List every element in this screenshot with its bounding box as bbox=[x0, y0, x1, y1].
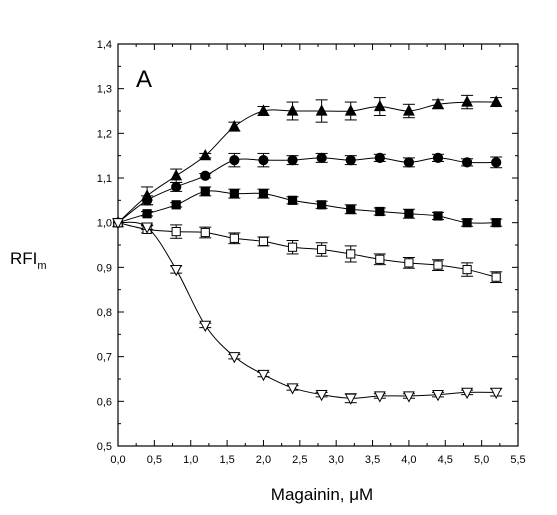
x-tick-label: 0,0 bbox=[110, 454, 125, 466]
data-point bbox=[199, 148, 212, 161]
data-point bbox=[229, 233, 239, 243]
data-point bbox=[315, 104, 328, 116]
data-point bbox=[287, 195, 298, 205]
data-point bbox=[432, 390, 444, 402]
data-point bbox=[229, 189, 239, 199]
data-point bbox=[432, 152, 444, 163]
data-point bbox=[200, 170, 211, 181]
data-point bbox=[491, 272, 501, 282]
x-axis: 0,0 0,5 1,0 1,5 2,0 2,5 3,0 3,5 4,0 4,5 5,0 5,5 bbox=[110, 44, 526, 466]
data-point bbox=[373, 99, 386, 112]
y-axis: 0,5 0,6 0,7 0,8 0,9 1,0 1,1 1,2 1,3 1,4 bbox=[97, 39, 518, 453]
data-point bbox=[258, 155, 269, 166]
data-point bbox=[344, 104, 357, 116]
x-tick-label: 5,0 bbox=[474, 454, 489, 466]
data-point bbox=[286, 104, 299, 116]
x-tick-label: 4,5 bbox=[438, 454, 453, 466]
data-point bbox=[490, 387, 503, 400]
y-tick-label: 1,1 bbox=[97, 173, 112, 185]
data-point bbox=[433, 260, 443, 270]
data-point bbox=[229, 155, 240, 166]
data-point bbox=[402, 391, 415, 403]
series-filled-square bbox=[113, 186, 503, 228]
data-point bbox=[491, 218, 501, 228]
data-point bbox=[461, 157, 473, 168]
data-point bbox=[374, 152, 385, 163]
data-point bbox=[462, 264, 472, 275]
x-tick-label: 4,0 bbox=[401, 454, 416, 466]
data-point bbox=[346, 249, 356, 259]
data-point bbox=[461, 95, 474, 107]
data-point bbox=[200, 227, 210, 238]
series-filled-triangle-up bbox=[112, 94, 503, 228]
x-tick-label: 2,0 bbox=[256, 454, 271, 466]
data-point bbox=[286, 383, 299, 395]
data-point bbox=[433, 211, 443, 221]
data-point bbox=[171, 227, 181, 237]
data-point bbox=[199, 320, 212, 333]
y-axis-label-main: RFI bbox=[10, 249, 37, 268]
data-point bbox=[490, 95, 503, 107]
data-point bbox=[404, 258, 414, 268]
data-point bbox=[461, 387, 474, 400]
data-point bbox=[287, 155, 298, 166]
y-tick-label: 0,9 bbox=[97, 262, 112, 274]
x-tick-label: 5,5 bbox=[510, 454, 525, 466]
data-point bbox=[373, 391, 386, 403]
series-layer bbox=[112, 94, 503, 405]
data-point bbox=[317, 244, 327, 255]
series-open-triangle-down bbox=[112, 218, 503, 405]
data-point bbox=[317, 200, 327, 210]
data-point bbox=[287, 242, 298, 252]
data-point bbox=[258, 236, 269, 247]
data-point bbox=[171, 200, 181, 210]
data-point bbox=[200, 186, 210, 197]
data-point bbox=[257, 369, 270, 382]
data-point bbox=[404, 209, 414, 219]
data-point bbox=[112, 218, 124, 230]
data-point bbox=[170, 169, 183, 181]
data-point bbox=[142, 209, 152, 219]
x-tick-label: 0,5 bbox=[147, 454, 162, 466]
data-point bbox=[257, 104, 270, 116]
data-point bbox=[491, 157, 502, 168]
x-tick-label: 3,0 bbox=[329, 454, 344, 466]
y-tick-label: 0,5 bbox=[97, 441, 112, 453]
data-point bbox=[315, 390, 328, 402]
y-tick-label: 1,2 bbox=[97, 128, 112, 140]
x-axis-label: Magainin, μM bbox=[271, 485, 373, 504]
panel-label: A bbox=[136, 66, 152, 93]
x-tick-label: 2,5 bbox=[292, 454, 307, 466]
data-point bbox=[432, 97, 444, 109]
data-point bbox=[345, 155, 356, 166]
y-axis-label-sub: m bbox=[37, 260, 46, 272]
y-tick-label: 0,6 bbox=[97, 396, 112, 408]
data-point bbox=[346, 204, 356, 214]
data-point bbox=[170, 264, 183, 277]
data-point bbox=[228, 352, 241, 364]
x-tick-label: 1,5 bbox=[219, 454, 234, 466]
data-point bbox=[171, 181, 182, 193]
data-point bbox=[258, 189, 269, 199]
data-point bbox=[375, 254, 385, 264]
data-point bbox=[462, 218, 472, 228]
y-tick-label: 0,7 bbox=[97, 352, 112, 364]
y-axis-label: RFIm bbox=[10, 249, 47, 272]
data-point bbox=[141, 195, 153, 206]
y-tick-label: 1,0 bbox=[97, 218, 112, 230]
x-tick-label: 3,5 bbox=[365, 454, 380, 466]
data-point bbox=[344, 393, 357, 405]
y-tick-label: 1,4 bbox=[97, 39, 112, 51]
data-point bbox=[375, 206, 385, 217]
y-tick-label: 1,3 bbox=[97, 84, 112, 96]
data-point bbox=[141, 222, 154, 234]
data-point bbox=[228, 119, 241, 132]
data-point bbox=[403, 157, 415, 168]
series-filled-circle bbox=[112, 152, 503, 228]
y-tick-label: 0,8 bbox=[97, 307, 112, 319]
x-tick-label: 1,0 bbox=[183, 454, 198, 466]
data-point bbox=[402, 104, 415, 116]
data-point bbox=[316, 152, 327, 163]
